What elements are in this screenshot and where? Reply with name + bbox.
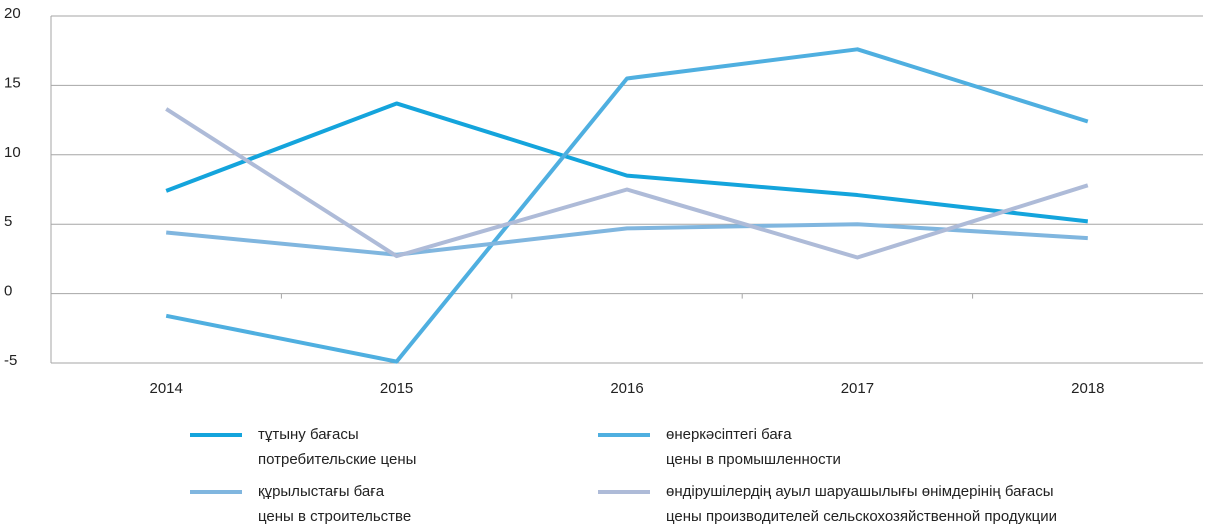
legend-label: тұтыну бағасы [258, 426, 359, 443]
legend-label: потребительские цены [258, 451, 416, 468]
x-tick-label: 2016 [610, 380, 643, 397]
x-tick-label: 2015 [380, 380, 413, 397]
series-line [165, 47, 1089, 364]
y-tick-label: -5 [4, 352, 17, 369]
series-line [166, 222, 1088, 257]
legend-label: құрылыстағы баға [258, 483, 385, 500]
legend-label: цены в строительстве [258, 508, 411, 525]
legend-label: цены в промышленности [666, 451, 841, 468]
y-tick-label: 20 [4, 5, 21, 22]
x-tick-label: 2018 [1071, 380, 1104, 397]
legend-label: өндірушілердің ауыл шаруашылығы өнімдері… [666, 483, 1054, 500]
legend-label: цены производителей сельскохозяйственной… [666, 508, 1057, 525]
x-tick-label: 2014 [150, 380, 183, 397]
y-tick-label: 5 [4, 213, 12, 230]
x-tick-label: 2017 [841, 380, 874, 397]
y-tick-label: 10 [4, 144, 21, 161]
series-line [165, 107, 1089, 260]
y-tick-label: 0 [4, 283, 12, 300]
legend-label: өнеркәсіптегі баға [666, 426, 792, 443]
y-tick-label: 15 [4, 74, 21, 91]
series-line [165, 101, 1089, 224]
